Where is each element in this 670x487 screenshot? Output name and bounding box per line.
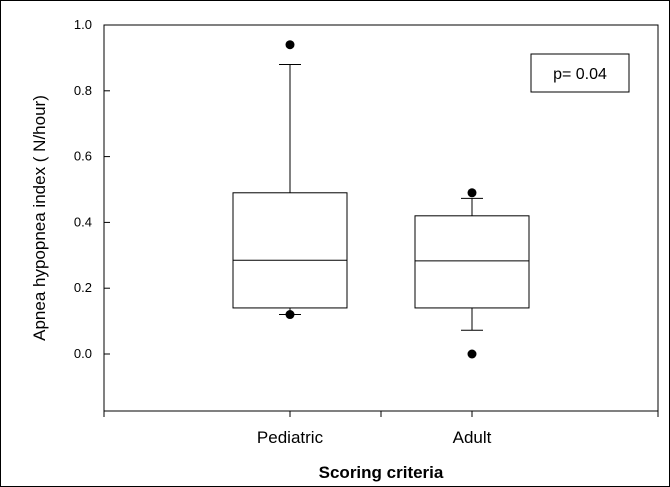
y-axis-ticks: 0.0 0.2 0.4 0.6 0.8 1.0: [74, 17, 110, 361]
box-pediatric: [232, 40, 348, 320]
y-tick-label: 0.6: [74, 149, 92, 164]
x-tick-label: Adult: [453, 428, 492, 447]
iqr-box: [414, 215, 530, 309]
box-series: [232, 40, 530, 359]
iqr-box: [232, 192, 348, 309]
outlier-point: [467, 349, 477, 359]
y-tick-label: 0.0: [74, 346, 92, 361]
y-tick-label: 0.2: [74, 280, 92, 295]
y-axis-title: Apnea hypopnea index ( N/hour): [30, 95, 49, 341]
y-tick-label: 0.4: [74, 214, 92, 229]
x-tick-label: Pediatric: [257, 428, 324, 447]
box-adult: [414, 188, 530, 359]
p-value-annotation: p= 0.04: [553, 66, 607, 83]
outlier-point: [285, 310, 295, 320]
y-tick-label: 0.8: [74, 83, 92, 98]
outlier-point: [467, 188, 477, 198]
y-tick-label: 1.0: [74, 17, 92, 32]
outlier-point: [285, 40, 295, 50]
annotation-box: [530, 53, 630, 93]
x-axis-ticks: Pediatric Adult: [103, 411, 659, 447]
x-axis-title: Scoring criteria: [319, 463, 444, 482]
